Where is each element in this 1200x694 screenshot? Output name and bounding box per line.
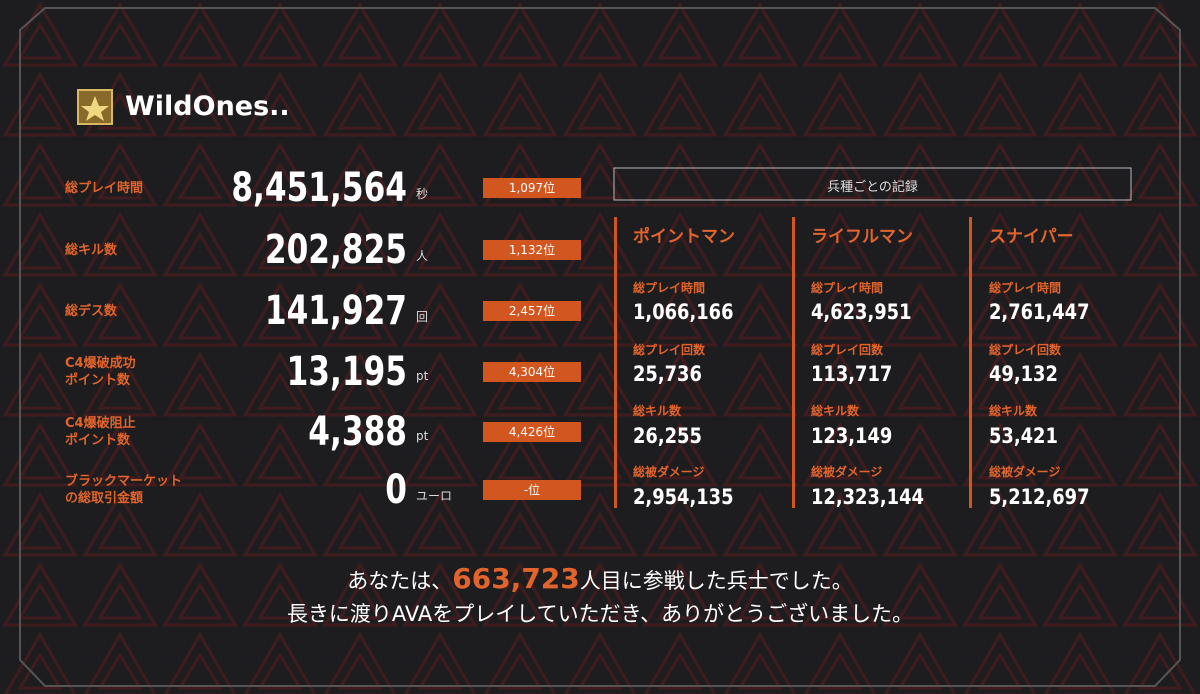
footer-before: あなたは、	[347, 569, 453, 593]
stat-unit: 人	[416, 249, 429, 263]
class-stat-value: 113,717	[811, 362, 893, 386]
class-stat-value: 4,623,951	[811, 300, 912, 324]
class-stat-value: 123,149	[811, 424, 893, 448]
stat-unit: 秒	[416, 187, 429, 201]
class-name: ポイントマン	[633, 227, 735, 247]
stat-value: 141,927	[264, 288, 407, 334]
stat-value: 202,825	[264, 227, 407, 273]
stat-label: の総取引金額	[65, 491, 144, 506]
stat-label: 総デス数	[65, 303, 118, 319]
class-stat-label: 総被ダメージ	[989, 465, 1061, 479]
class-stat-value: 1,066,166	[633, 300, 734, 324]
stat-rank: 2,457位	[483, 301, 581, 321]
stat-label: 総プレイ時間	[65, 180, 144, 196]
class-stat-value: 5,212,697	[989, 485, 1090, 509]
class-name: ライフルマン	[811, 227, 913, 247]
stat-label: C4爆破阻止	[65, 416, 136, 431]
stat-rank: 1,097位	[483, 178, 581, 198]
player-name: WildOnes..	[125, 91, 290, 122]
class-stat-label: 総プレイ時間	[633, 281, 706, 295]
class-stat-value: 2,761,447	[989, 300, 1090, 324]
stat-rank: 4,426位	[483, 422, 581, 442]
class-stat-label: 総プレイ回数	[811, 343, 884, 357]
footer-number: 663,723	[452, 562, 580, 595]
class-stat-label: 総プレイ回数	[633, 343, 706, 357]
stat-label: ポイント数	[65, 373, 131, 388]
stat-label: 総キル数	[65, 242, 118, 258]
class-stat-label: 総プレイ時間	[989, 281, 1062, 295]
stat-value: 4,388	[308, 409, 407, 455]
class-stat-label: 総被ダメージ	[811, 465, 883, 479]
class-stat-value: 2,954,135	[633, 485, 734, 509]
stat-label: ブラックマーケット	[65, 474, 183, 489]
class-stat-label: 総キル数	[989, 404, 1038, 418]
stat-value: 0	[385, 467, 407, 513]
class-records-title: 兵種ごとの記録	[827, 180, 918, 195]
class-stat-value: 26,255	[633, 424, 702, 448]
footer-line: あなたは、663,723人目に参戦した兵士でした。	[0, 562, 1200, 595]
stat-unit: 回	[416, 310, 429, 324]
class-stat-label: 総プレイ回数	[989, 343, 1062, 357]
stat-unit: pt	[416, 429, 429, 443]
footer-line: 長きに渡りAVAをプレイしていただき、ありがとうございました。	[286, 602, 914, 626]
stat-unit: ユーロ	[416, 489, 453, 503]
class-stat-label: 総キル数	[633, 404, 682, 418]
stat-unit: pt	[416, 369, 429, 383]
class-stat-label: 総プレイ時間	[811, 281, 884, 295]
stat-rank: 4,304位	[483, 362, 581, 382]
stat-rank: -位	[483, 480, 581, 500]
class-stat-label: 総キル数	[811, 404, 860, 418]
stat-label: ポイント数	[65, 433, 131, 448]
class-name: スナイパー	[989, 227, 1074, 247]
footer-after: 人目に参戦した兵士でした。	[579, 569, 853, 593]
stat-value: 13,195	[286, 349, 407, 395]
class-stat-value: 12,323,144	[811, 485, 924, 509]
class-stat-label: 総被ダメージ	[633, 465, 705, 479]
class-stat-value: 53,421	[989, 424, 1058, 448]
class-stat-value: 49,132	[989, 362, 1058, 386]
class-stat-value: 25,736	[633, 362, 702, 386]
stat-value: 8,451,564	[231, 165, 407, 211]
stat-label: C4爆破成功	[65, 356, 136, 371]
stat-rank: 1,132位	[483, 240, 581, 260]
